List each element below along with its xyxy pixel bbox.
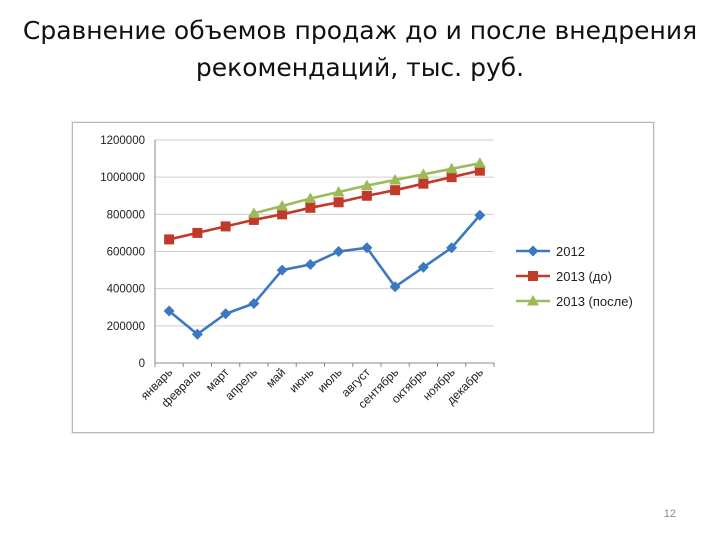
data-point-legend-2 [528,271,538,281]
data-point-series-1 [276,264,288,276]
y-tick-label: 400000 [107,284,145,296]
data-point-series-3 [389,173,402,185]
data-point-series-2 [220,221,231,232]
y-tick-label: 1000000 [100,172,145,184]
y-tick-label: 600000 [107,247,145,259]
legend-label: 2013 (до) [556,269,612,284]
data-point-series-1 [389,281,401,293]
data-point-series-2 [361,190,372,201]
data-point-series-2 [277,209,288,220]
legend-label: 2012 [556,244,585,259]
series-line-2 [168,169,481,241]
line-chart: 020000040000060000080000010000001200000я… [100,135,633,411]
data-point-series-2 [446,172,457,183]
page-number: 12 [663,508,676,520]
y-tick-label: 200000 [107,321,145,333]
data-point-series-1 [474,209,486,221]
data-point-series-2 [333,197,344,208]
data-point-series-3 [417,168,430,179]
data-point-series-2 [390,185,401,196]
data-point-series-1 [333,246,345,257]
data-point-series-3 [247,207,260,218]
data-point-series-3 [360,179,373,191]
data-point-series-2 [164,234,175,245]
data-point-series-1 [163,305,175,317]
data-point-series-2 [418,178,429,189]
data-point-legend-1 [527,245,539,257]
data-point-series-1 [191,328,203,340]
y-tick-label: 1200000 [100,135,145,147]
x-tick-label: июнь [286,365,316,395]
x-tick-label: апрель [222,365,260,403]
data-point-series-3 [445,162,458,174]
data-point-series-2 [192,227,203,238]
data-point-legend-3 [527,295,539,306]
series-line-1 [168,214,481,336]
data-point-series-2 [248,214,259,225]
chart-frame: 0 200000 400000 600000 800000 1000000 1200000 я… [72,122,654,433]
x-tick-label: май [263,365,288,390]
data-point-series-1 [304,259,316,271]
slide-title: Сравнение объемов продаж до и после внед… [22,16,698,82]
data-point-series-2 [474,165,485,176]
data-point-series-1 [417,261,429,273]
data-point-series-3 [332,186,345,197]
legend-label: 2013 (после) [556,294,633,309]
data-point-series-1 [248,298,260,310]
data-point-series-1 [446,242,458,254]
data-point-series-3 [304,192,317,204]
data-point-series-2 [305,202,316,213]
y-tick-label: 800000 [107,209,145,221]
y-tick-label: 0 [139,358,145,370]
data-point-series-1 [220,308,232,320]
data-point-series-3 [473,157,486,168]
data-point-series-1 [361,242,373,254]
data-point-series-3 [276,199,289,211]
